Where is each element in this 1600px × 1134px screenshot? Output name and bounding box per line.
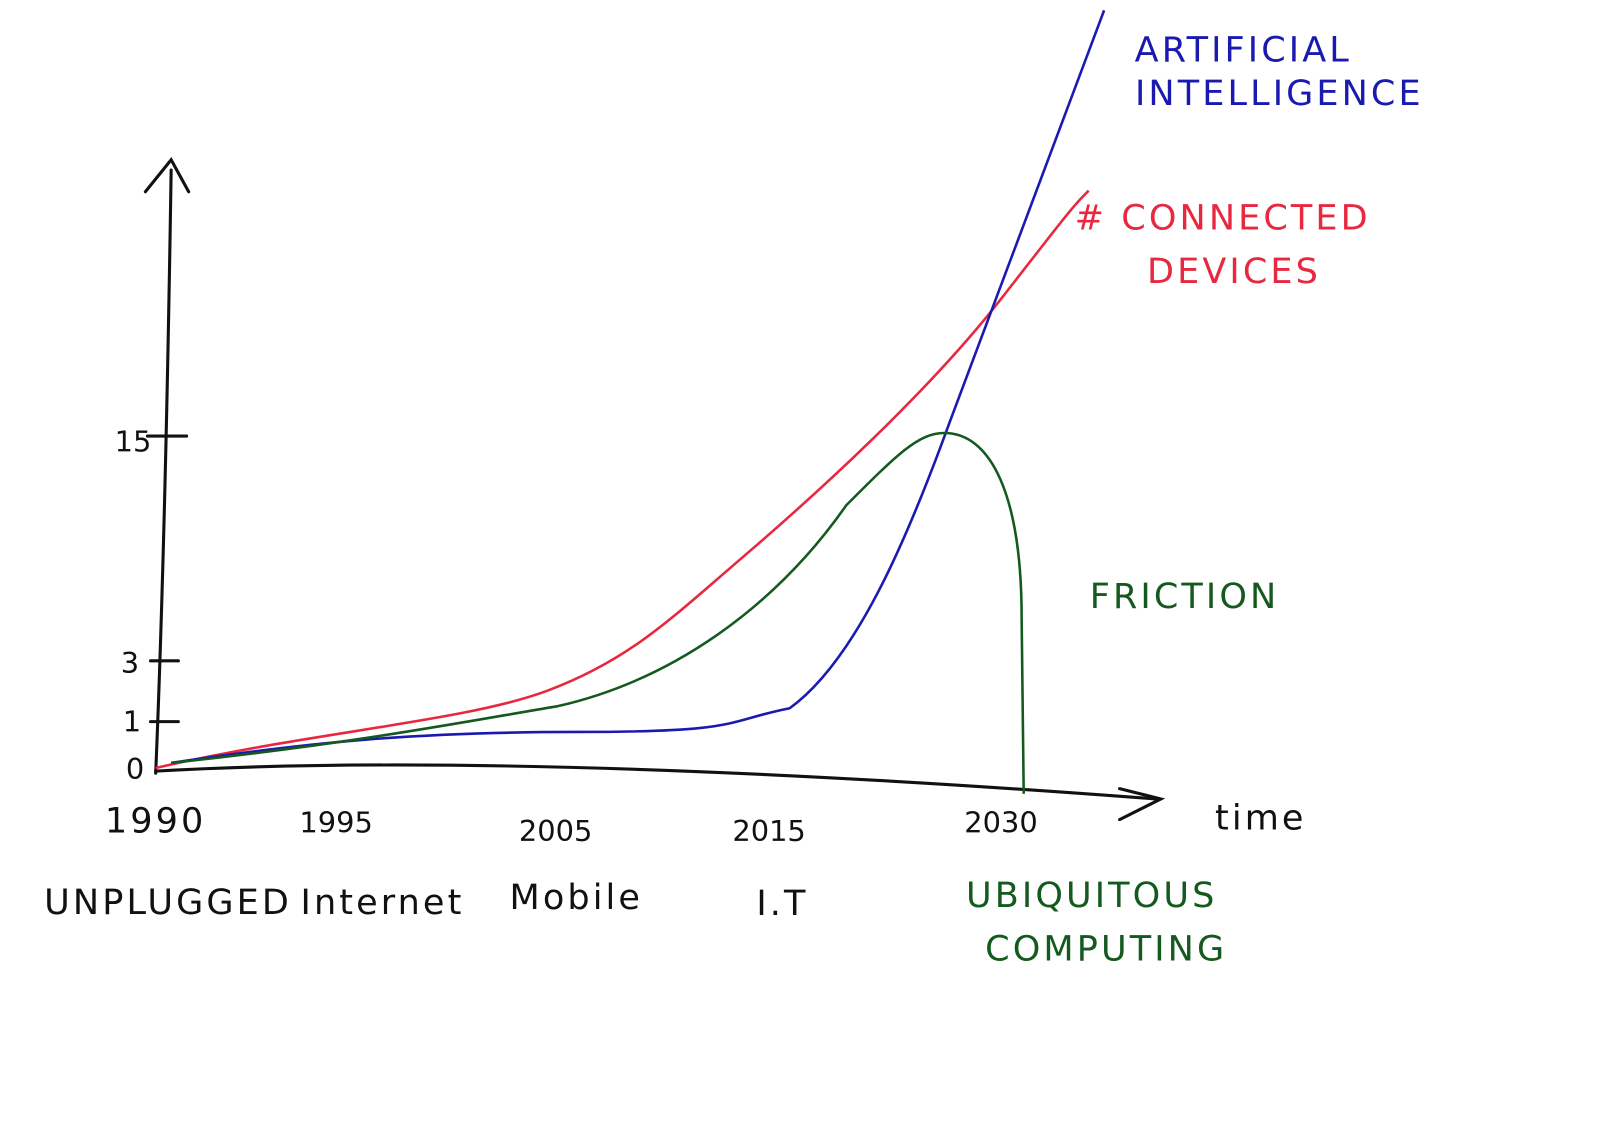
x-tick-label: 2030 xyxy=(964,806,1037,840)
era-label: Mobile xyxy=(510,877,644,918)
y-tick-label: 15 xyxy=(115,424,152,458)
devices-curve xyxy=(155,189,1090,770)
era-label: I.T xyxy=(756,883,808,924)
y-tick-label: 1 xyxy=(123,705,141,739)
x-tick-label: 2005 xyxy=(519,814,592,848)
x-tick-label: 2015 xyxy=(732,814,805,848)
curve-label: INTELLIGENCE xyxy=(1135,73,1424,114)
y-axis xyxy=(154,168,173,775)
y-tick-label: 0 xyxy=(126,752,144,786)
x-arrow xyxy=(1118,787,1166,822)
curve-label: ARTIFICIAL xyxy=(1135,30,1352,71)
y-arrow xyxy=(143,157,191,194)
era-label: UBIQUITOUS xyxy=(966,875,1217,916)
x-tick-label: 1990 xyxy=(105,801,207,842)
x-axis-label: time xyxy=(1215,798,1307,839)
curve-label: DEVICES xyxy=(1147,251,1321,292)
friction-curve xyxy=(171,431,1025,794)
era-label: COMPUTING xyxy=(985,928,1227,969)
era-label: Internet xyxy=(301,882,465,923)
ai-curve xyxy=(170,9,1106,765)
y-tick-label: 3 xyxy=(121,646,139,680)
y-tick-marks xyxy=(145,434,189,724)
x-tick-label: 1995 xyxy=(299,806,372,840)
era-label: UNPLUGGED xyxy=(44,882,292,923)
curve-label: FRICTION xyxy=(1090,576,1280,617)
x-axis xyxy=(154,763,1158,801)
axes xyxy=(143,157,1166,822)
curve-label: # CONNECTED xyxy=(1075,198,1371,239)
